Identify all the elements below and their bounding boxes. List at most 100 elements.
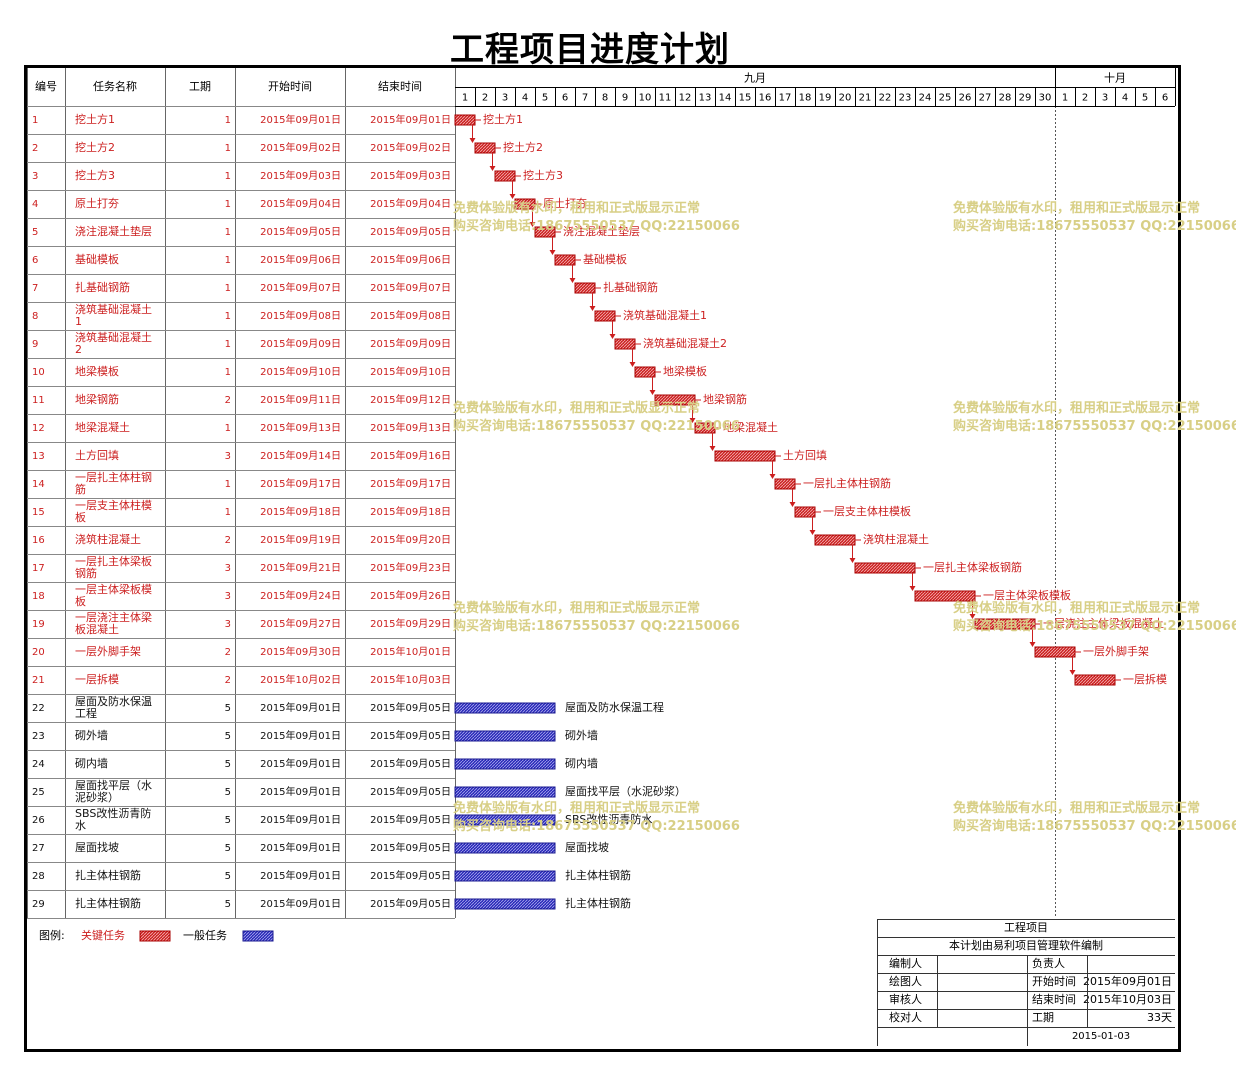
day-label: 15 xyxy=(739,93,752,104)
task-bar xyxy=(1034,646,1076,658)
dependency-arrowhead xyxy=(1029,642,1036,647)
column-header: 开始时间 xyxy=(268,79,312,93)
task-bar xyxy=(614,338,636,350)
task-id: 16 xyxy=(32,535,45,546)
dependency-arrowhead xyxy=(909,586,916,591)
task-bar xyxy=(454,898,556,910)
day-label: 8 xyxy=(602,93,608,104)
dependency-arrowhead xyxy=(709,446,716,451)
dependency-arrowhead xyxy=(589,306,596,311)
day-label: 1 xyxy=(1062,93,1068,104)
task-id: 8 xyxy=(32,311,38,322)
task-bar xyxy=(854,562,916,574)
dependency-arrowhead xyxy=(769,474,776,479)
task-start: 2015年09月10日 xyxy=(260,365,341,378)
bar-label: 挖土方3 xyxy=(523,168,563,182)
bar-label: 一层外脚手架 xyxy=(1083,644,1149,658)
task-duration: 5 xyxy=(225,843,231,854)
task-start: 2015年09月01日 xyxy=(260,113,341,126)
task-name: 原土打夯 xyxy=(75,196,119,210)
bar-label: 地梁混凝土 xyxy=(723,420,778,434)
task-start: 2015年09月30日 xyxy=(260,645,341,658)
task-name: 浇筑柱混凝土 xyxy=(75,532,141,546)
task-name: 一层主体梁板模 xyxy=(75,582,152,596)
task-bar xyxy=(454,758,556,770)
task-id: 11 xyxy=(32,395,45,406)
month-label: 十月 xyxy=(1104,71,1126,85)
task-id: 1 xyxy=(32,115,38,126)
day-label: 6 xyxy=(562,93,568,104)
task-name: 砌外墙 xyxy=(75,728,108,742)
bar-label: 屋面找坡 xyxy=(565,840,609,854)
task-bar xyxy=(914,590,976,602)
task-start: 2015年09月01日 xyxy=(260,897,341,910)
task-start: 2015年09月04日 xyxy=(260,197,341,210)
task-end: 2015年09月12日 xyxy=(370,393,451,406)
task-id: 14 xyxy=(32,479,45,490)
task-start: 2015年09月01日 xyxy=(260,813,341,826)
task-start: 2015年09月01日 xyxy=(260,841,341,854)
task-id: 21 xyxy=(32,675,45,686)
day-label: 29 xyxy=(1019,93,1032,104)
task-name-cont: 板混凝土 xyxy=(75,622,119,636)
task-duration: 1 xyxy=(225,283,231,294)
task-duration: 1 xyxy=(225,143,231,154)
day-label: 7 xyxy=(582,93,588,104)
task-bar xyxy=(454,114,476,126)
task-end: 2015年09月07日 xyxy=(370,281,451,294)
task-duration: 2 xyxy=(225,647,231,658)
task-duration: 1 xyxy=(225,171,231,182)
column-header: 结束时间 xyxy=(378,80,422,93)
task-id: 9 xyxy=(32,339,38,350)
task-bar xyxy=(454,814,556,826)
bar-label: 浇筑基础混凝土1 xyxy=(623,308,707,322)
task-name: 一层外脚手架 xyxy=(75,644,141,658)
legend-critical-label: 关键任务 xyxy=(81,928,125,942)
task-name: 扎基础钢筋 xyxy=(75,280,130,294)
task-bar xyxy=(974,618,1036,630)
task-bar xyxy=(554,254,576,266)
task-bar xyxy=(454,702,556,714)
day-label: 12 xyxy=(679,93,692,104)
task-name: 一层支主体柱模 xyxy=(75,498,152,512)
bar-label: 屋面找平层（水泥砂浆） xyxy=(565,784,686,798)
task-name: 屋面找坡 xyxy=(75,840,119,854)
day-label: 14 xyxy=(719,93,732,104)
task-bar xyxy=(514,198,536,210)
task-name: 地梁模板 xyxy=(75,364,119,378)
task-bar xyxy=(794,506,816,518)
task-name-cont: 板 xyxy=(75,594,86,608)
bar-label: 一层扎主体柱钢筋 xyxy=(803,476,891,490)
dependency-arrowhead xyxy=(649,390,656,395)
task-end: 2015年09月05日 xyxy=(370,813,451,826)
task-id: 13 xyxy=(32,451,45,462)
info-project: 工程项目 xyxy=(1004,921,1048,934)
dependency-arrowhead xyxy=(489,166,496,171)
day-label: 3 xyxy=(502,93,508,104)
task-end: 2015年09月05日 xyxy=(370,869,451,882)
dependency-arrowhead xyxy=(1069,670,1076,675)
task-id: 29 xyxy=(32,899,45,910)
day-label: 1 xyxy=(462,93,468,104)
task-name-cont: 筋 xyxy=(75,482,86,496)
task-duration: 3 xyxy=(225,619,231,630)
task-name: 一层扎主体梁板 xyxy=(75,554,152,568)
task-bar xyxy=(574,282,596,294)
info-row-right-label: 开始时间 xyxy=(1032,974,1076,988)
task-end: 2015年09月02日 xyxy=(370,141,451,154)
dependency-arrowhead xyxy=(469,138,476,143)
task-name-cont: 板 xyxy=(75,510,86,524)
task-duration: 3 xyxy=(225,591,231,602)
task-start: 2015年09月02日 xyxy=(260,141,341,154)
task-name: 地梁混凝土 xyxy=(75,420,130,434)
bar-label: 土方回填 xyxy=(783,448,827,462)
task-duration: 5 xyxy=(225,759,231,770)
task-bar xyxy=(594,310,616,322)
task-start: 2015年09月14日 xyxy=(260,449,341,462)
task-start: 2015年09月08日 xyxy=(260,309,341,322)
info-row-label: 绘图人 xyxy=(889,974,922,988)
bar-label: SBS改性沥青防水 xyxy=(565,812,652,826)
task-duration: 1 xyxy=(225,227,231,238)
info-row-label: 编制人 xyxy=(889,956,922,970)
task-end: 2015年09月18日 xyxy=(370,505,451,518)
